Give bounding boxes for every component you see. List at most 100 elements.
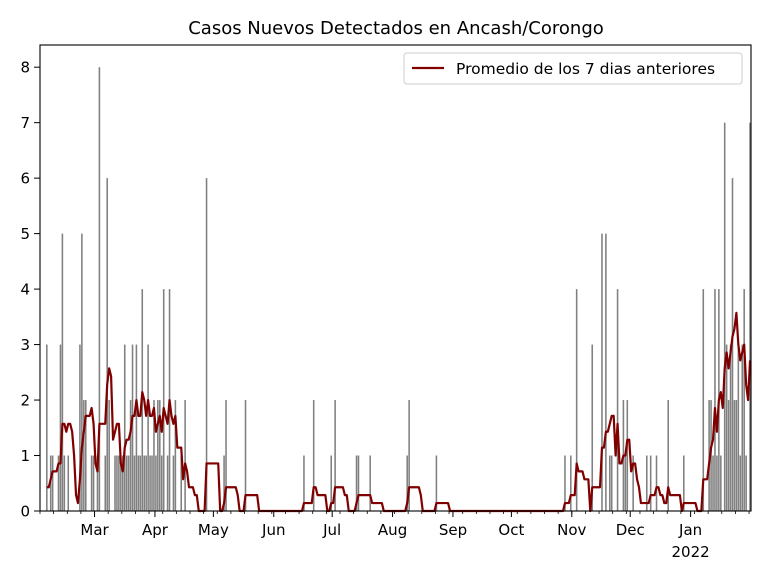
bar (116, 455, 118, 511)
x-tick-label: Oct (498, 521, 524, 539)
y-tick-label: 4 (20, 281, 30, 299)
y-tick-label: 6 (20, 170, 30, 188)
bar (649, 455, 652, 511)
bar (125, 455, 128, 511)
bar (741, 344, 744, 511)
bar (162, 289, 165, 511)
x-tick-label: May (198, 521, 229, 539)
x-tick-label: Jan (678, 521, 702, 539)
legend-box (403, 52, 743, 85)
bar (357, 455, 360, 511)
bar (733, 400, 736, 511)
bar (184, 400, 186, 511)
bar (727, 400, 730, 511)
x-tick-label: Jun (261, 521, 285, 539)
y-tick-label: 7 (20, 114, 30, 132)
bar (716, 455, 718, 511)
bar (143, 455, 145, 511)
bar (720, 455, 722, 511)
x-tick-label: Apr (142, 521, 169, 539)
bar (225, 400, 227, 511)
x-tick-sublabel: 2022 (672, 543, 710, 561)
bar (729, 344, 732, 511)
bar (739, 455, 742, 511)
bar (745, 455, 747, 511)
bar (59, 344, 62, 511)
bar (608, 455, 611, 511)
bar (118, 455, 120, 511)
bar (174, 400, 177, 511)
bar (575, 289, 578, 511)
bar (67, 455, 70, 511)
x-tick-label: Nov (557, 521, 586, 539)
bar (153, 400, 155, 511)
bar (564, 455, 566, 511)
bar (725, 344, 728, 511)
y-tick-label: 3 (20, 336, 30, 354)
bar (85, 400, 87, 511)
x-tick-label: Dec (616, 521, 645, 539)
x-tick-label: Aug (378, 521, 407, 539)
bar (135, 344, 138, 511)
x-tick-label: Sep (439, 521, 467, 539)
bar (723, 122, 726, 512)
bar (591, 344, 594, 511)
bar (149, 455, 151, 511)
chart-title: Casos Nuevos Detectados en Ancash/Corong… (188, 18, 604, 39)
bar (570, 455, 572, 511)
bar (303, 455, 305, 511)
bar (160, 455, 163, 511)
bar (159, 400, 161, 511)
bar (408, 400, 410, 511)
bar (106, 178, 108, 511)
bar (137, 455, 140, 511)
bar (610, 455, 613, 511)
bar (743, 289, 745, 511)
bar (435, 455, 438, 511)
y-axis: 0 1 2 3 4 5 6 7 8 (20, 59, 40, 521)
bar (712, 455, 714, 511)
bar (180, 455, 183, 511)
bar (632, 455, 634, 511)
bar (127, 455, 130, 511)
bar (131, 344, 134, 511)
bar (96, 455, 99, 511)
bar (155, 455, 157, 511)
y-tick-label: 2 (20, 392, 30, 410)
bar (355, 455, 358, 511)
bar (667, 400, 669, 511)
bar (749, 122, 751, 512)
bar (683, 455, 685, 511)
bar (172, 455, 175, 511)
bar (624, 455, 627, 511)
bar (655, 455, 658, 511)
bar (166, 455, 169, 511)
x-tick-label: Mar (80, 521, 109, 539)
bar (244, 400, 247, 511)
y-tick-label: 0 (20, 503, 30, 521)
bars-layer (46, 67, 751, 512)
bar (702, 289, 705, 511)
bar (98, 67, 101, 511)
bar (46, 344, 48, 511)
bar (79, 344, 81, 511)
bar (735, 400, 738, 511)
plot-frame (39, 44, 752, 512)
bar (122, 455, 124, 511)
bar (81, 233, 83, 511)
bar (123, 344, 126, 511)
legend: Promedio de los 7 dias anteriores (403, 52, 743, 85)
bar (223, 455, 225, 511)
bar (157, 400, 159, 511)
bar (63, 455, 66, 511)
bar (601, 233, 603, 511)
y-tick-label: 5 (20, 225, 30, 243)
bar (626, 400, 629, 511)
bar (114, 455, 116, 511)
bar (406, 455, 408, 511)
bar (61, 233, 64, 511)
bar (51, 455, 54, 511)
bar (151, 455, 153, 511)
bar (92, 455, 95, 511)
